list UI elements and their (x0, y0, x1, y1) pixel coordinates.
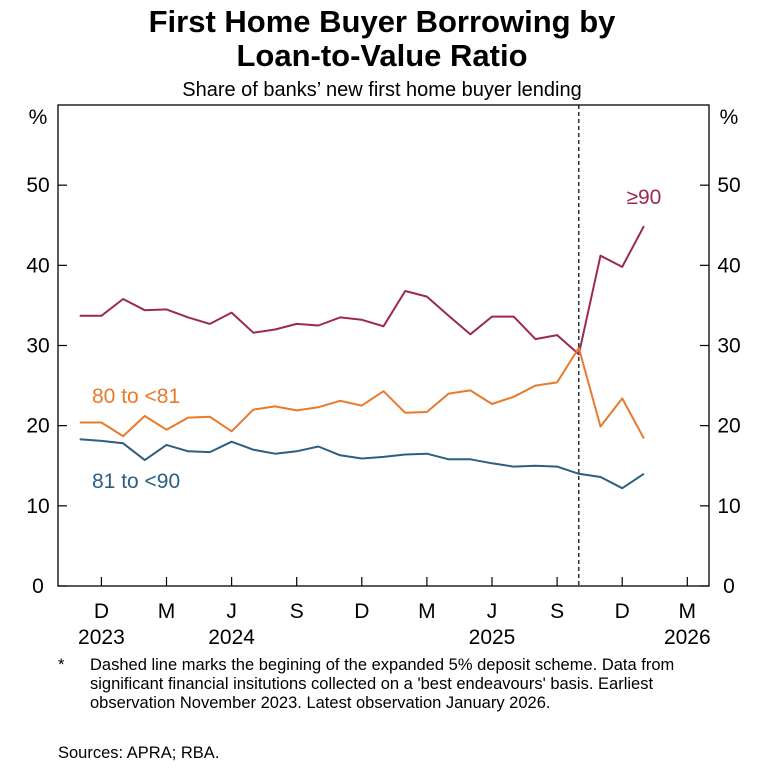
chart-title-line-1: First Home Buyer Borrowing by (149, 4, 617, 39)
y-unit-right: % (720, 106, 739, 129)
series-label-1: 80 to <81 (92, 385, 180, 408)
series-labels: ≥90 80 to <81 81 to <90 (92, 186, 661, 493)
chart-titles: First Home Buyer Borrowing by Loan-to-Va… (149, 4, 617, 101)
x-tick-label: M (158, 600, 176, 623)
y-tick-label-right: 30 (717, 335, 740, 358)
x-year-label: 2026 (664, 626, 711, 649)
y-tick-label-left: 40 (26, 254, 49, 277)
footnote-text: Dashed line marks the begining of the ex… (90, 656, 675, 712)
plot-frame (57, 104, 710, 587)
x-year-label: 2025 (469, 626, 516, 649)
footnote-marker: * (58, 656, 65, 674)
x-tick-label: J (487, 600, 498, 623)
chart-subtitle: Share of banks’ new first home buyer len… (182, 79, 581, 101)
x-tick-label: S (550, 600, 564, 623)
x-tick-label: D (615, 600, 630, 623)
y-tick-label-left: 50 (26, 174, 49, 197)
x-tick-label: M (418, 600, 436, 623)
y-tick-label-left: 10 (26, 495, 49, 518)
x-tick-label: D (354, 600, 369, 623)
x-tick-label: D (94, 600, 109, 623)
chart-title-line-2: Loan-to-Value Ratio (236, 38, 527, 73)
sources: Sources: APRA; RBA. (58, 744, 220, 762)
y-tick-label-left: 30 (26, 335, 49, 358)
series-line-2 (79, 438, 645, 490)
y-tick-label-left: 0 (32, 575, 44, 598)
y-tick-label-left: 20 (26, 415, 49, 438)
y-axis: 0 0 10 10 20 20 30 30 40 40 50 50 (26, 174, 740, 598)
x-tick-label: M (679, 600, 697, 623)
series-label-0: ≥90 (626, 186, 661, 209)
y-unit-left: % (29, 106, 48, 129)
x-tick-label: S (290, 600, 304, 623)
series-label-2: 81 to <90 (92, 470, 180, 493)
y-tick-label-right: 50 (717, 174, 740, 197)
series-line-0 (79, 225, 645, 356)
series-line-1 (79, 346, 645, 439)
y-tick-label-right: 40 (717, 254, 740, 277)
y-tick-label-right: 10 (717, 495, 740, 518)
y-tick-label-right: 20 (717, 415, 740, 438)
series-layer (79, 225, 645, 490)
x-year-label: 2023 (78, 626, 125, 649)
x-axis: D M J S D M J S D M 2023 2024 2025 2026 (78, 577, 711, 649)
x-year-label: 2024 (208, 626, 255, 649)
x-tick-label: J (226, 600, 237, 623)
y-tick-label-right: 0 (723, 575, 735, 598)
